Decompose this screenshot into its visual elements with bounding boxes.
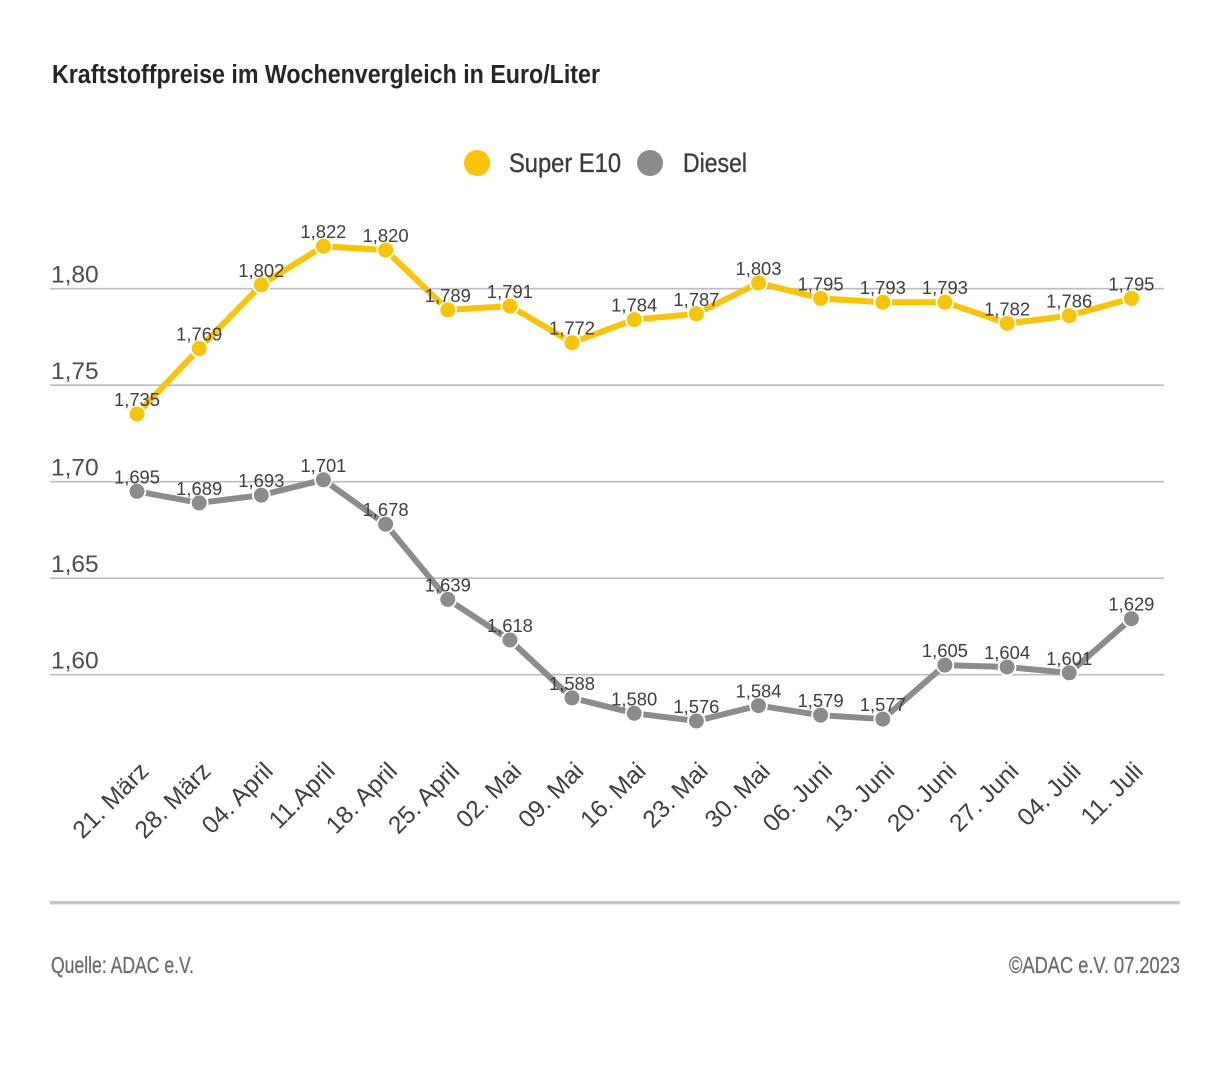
svg-text:1,693: 1,693 <box>238 470 284 491</box>
svg-text:1,793: 1,793 <box>860 277 906 298</box>
svg-text:Kraftstoffpreise im Wochenverg: Kraftstoffpreise im Wochenvergleich in E… <box>52 61 600 89</box>
svg-text:1,795: 1,795 <box>1108 273 1154 294</box>
svg-text:1,580: 1,580 <box>611 688 657 709</box>
svg-text:1,629: 1,629 <box>1108 594 1154 615</box>
svg-text:1,769: 1,769 <box>176 324 222 345</box>
svg-text:1,618: 1,618 <box>487 615 533 636</box>
svg-text:1,588: 1,588 <box>549 673 595 694</box>
svg-text:1,822: 1,822 <box>300 221 346 242</box>
svg-text:1,786: 1,786 <box>1046 291 1092 312</box>
svg-text:Super E10: Super E10 <box>509 148 621 178</box>
svg-text:1,80: 1,80 <box>51 262 99 289</box>
svg-text:1,795: 1,795 <box>798 273 844 294</box>
svg-text:1,678: 1,678 <box>363 499 409 520</box>
svg-text:1,70: 1,70 <box>51 455 99 482</box>
svg-text:1,793: 1,793 <box>922 277 968 298</box>
svg-text:1,789: 1,789 <box>425 285 471 306</box>
svg-text:1,802: 1,802 <box>238 260 284 281</box>
svg-text:1,782: 1,782 <box>984 298 1030 319</box>
svg-text:1,605: 1,605 <box>922 640 968 661</box>
svg-text:1,75: 1,75 <box>51 358 99 385</box>
svg-text:1,689: 1,689 <box>176 478 222 499</box>
svg-text:1,60: 1,60 <box>51 648 99 675</box>
svg-text:1,803: 1,803 <box>735 258 781 279</box>
svg-text:1,604: 1,604 <box>984 642 1030 663</box>
svg-text:1,787: 1,787 <box>673 289 719 310</box>
svg-text:1,576: 1,576 <box>673 696 719 717</box>
svg-text:©ADAC e.V. 07.2023: ©ADAC e.V. 07.2023 <box>1009 952 1180 978</box>
svg-text:Quelle: ADAC e.V.: Quelle: ADAC e.V. <box>51 952 194 978</box>
svg-text:1,579: 1,579 <box>798 690 844 711</box>
svg-text:1,584: 1,584 <box>735 681 781 702</box>
svg-text:1,601: 1,601 <box>1046 648 1092 669</box>
svg-text:1,772: 1,772 <box>549 318 595 339</box>
svg-text:1,784: 1,784 <box>611 295 657 316</box>
svg-text:1,735: 1,735 <box>114 389 160 410</box>
svg-text:1,791: 1,791 <box>487 281 533 302</box>
svg-text:1,701: 1,701 <box>300 455 346 476</box>
svg-text:1,639: 1,639 <box>425 574 471 595</box>
svg-text:Diesel: Diesel <box>683 148 747 178</box>
svg-text:1,695: 1,695 <box>114 466 160 487</box>
svg-text:1,65: 1,65 <box>51 551 99 578</box>
svg-text:1,577: 1,577 <box>860 694 906 715</box>
svg-text:1,820: 1,820 <box>363 225 409 246</box>
